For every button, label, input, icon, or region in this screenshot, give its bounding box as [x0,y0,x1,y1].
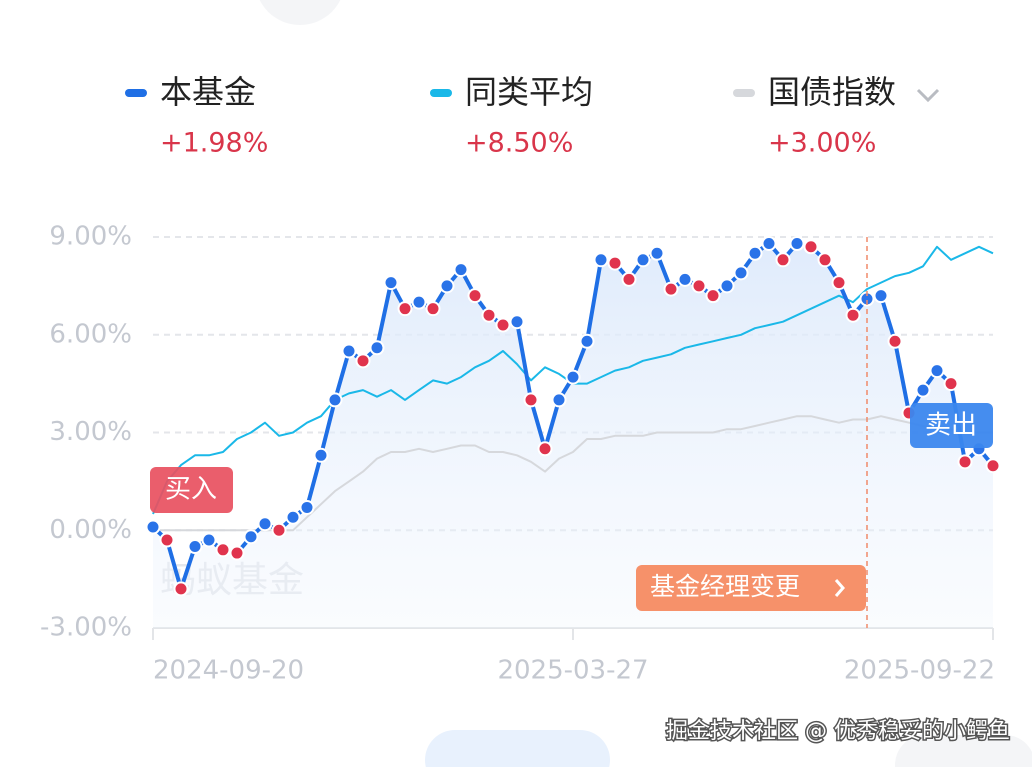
manager-change-chevron [834,579,845,597]
trade-dot [761,236,777,252]
trade-dot [523,392,539,408]
dropdown-chevron[interactable] [916,88,940,103]
legend: 本基金 +1.98% 同类平均 +8.50% 国债指数 +3.00% [125,73,896,159]
trade-dot [243,529,259,545]
trade-dot [677,271,693,287]
legend-swatch [125,89,147,97]
trade-dot [887,333,903,349]
trade-dot [467,288,483,304]
trade-dot [775,252,791,268]
y-tick-label: 0.00% [49,515,132,545]
trade-dot [271,522,287,538]
trade-dot [635,252,651,268]
y-tick-label: 6.00% [49,319,132,349]
trade-dot [215,542,231,558]
trade-dot [229,545,245,561]
trade-dot [845,307,861,323]
y-tick-label: 3.00% [49,417,132,447]
bottom-button-2[interactable] [895,735,1032,767]
trade-dot [985,458,1001,474]
trade-dot [649,245,665,261]
trade-dot [929,363,945,379]
trade-dot [733,265,749,281]
trade-dot [187,539,203,555]
trade-dot [579,333,595,349]
trade-dot [411,294,427,310]
trade-dot [831,275,847,291]
trade-dot [313,447,329,463]
x-tick-label: 2024-09-20 [153,656,304,686]
trade-dot [705,288,721,304]
series-line [153,415,993,532]
trade-dot [397,301,413,317]
legend-return: +3.00% [768,128,876,159]
legend-swatch [430,89,452,97]
trade-dot [803,239,819,255]
manager-change-badge [636,565,866,611]
legend-swatch [733,89,755,97]
trade-dot [565,369,581,385]
trade-dot [817,252,833,268]
trade-dot [663,281,679,297]
trade-dot [285,509,301,525]
y-tick-label: 9.00% [49,222,132,252]
footer: 掘金技术社区 @ 优秀稳妥的小鳄鱼 [666,719,1010,744]
trade-dot [173,581,189,597]
trade-dot [327,392,343,408]
trade-dot [341,343,357,359]
trade-dot [691,278,707,294]
trade-dot [257,516,273,532]
trade-dot [719,278,735,294]
plot: 9.00% 6.00% 3.00% 0.00% -3.00% 2024-09-20 2025… [40,222,1001,686]
sell-badge [910,403,993,448]
trade-dot [537,441,553,457]
legend-name: 本基金 [160,73,256,111]
trade-dot [551,392,567,408]
trade-dot [789,236,805,252]
buy-label: 买入 [165,475,217,505]
trade-dot [621,271,637,287]
x-tick-label: 2025-03-27 [497,656,648,686]
trade-dot [299,499,315,515]
trade-dot [201,532,217,548]
trade-dot [425,301,441,317]
trade-dot [439,278,455,294]
trade-dot [453,262,469,278]
legend-name: 同类平均 [465,73,593,111]
y-tick-label: -3.00% [40,613,132,643]
trade-dot [159,532,175,548]
buy-badge [150,467,233,513]
legend-return: +8.50% [465,128,573,159]
trade-dot [943,376,959,392]
fund-area [153,243,993,628]
trade-dot [607,255,623,271]
trade-dot [957,454,973,470]
top-decoration [259,0,341,25]
legend-name: 国债指数 [768,73,896,111]
trade-dot [355,353,371,369]
bottom-button[interactable] [425,730,610,767]
trade-dot [383,275,399,291]
manager-change-label: 基金经理变更 [650,572,800,601]
trade-dot [873,288,889,304]
trade-dot [495,317,511,333]
x-tick-label: 2025-09-22 [844,656,995,686]
trade-dot [747,245,763,261]
sell-label: 卖出 [925,411,977,441]
trade-dot [593,252,609,268]
legend-return: +1.98% [160,128,268,159]
trade-dot [145,519,161,535]
trade-dot [915,382,931,398]
trade-dot [369,340,385,356]
trade-dot [481,307,497,323]
trade-dot [509,314,525,330]
